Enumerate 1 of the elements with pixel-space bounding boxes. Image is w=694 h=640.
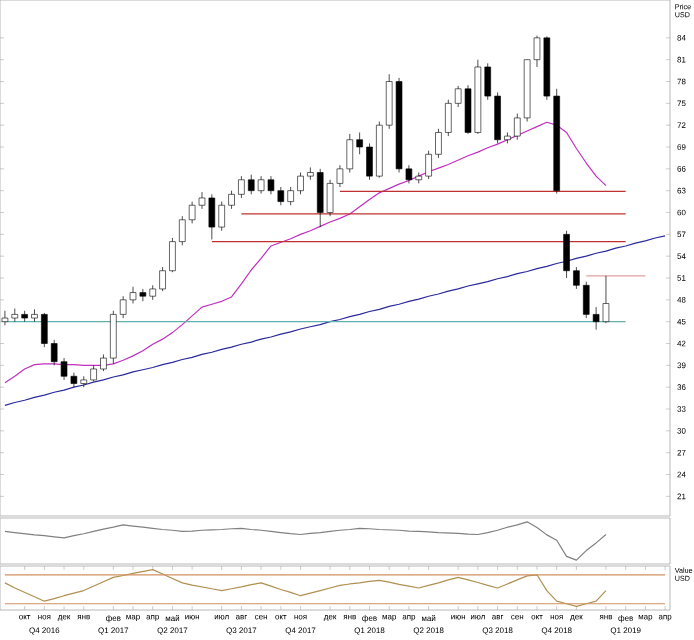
line-series [4, 235, 666, 406]
